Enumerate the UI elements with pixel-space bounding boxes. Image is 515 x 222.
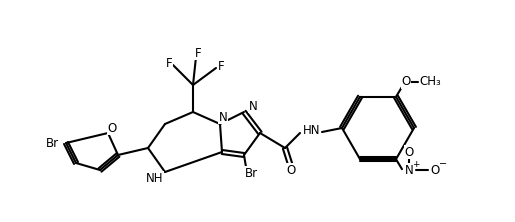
Text: −: − xyxy=(439,159,447,169)
Text: CH₃: CH₃ xyxy=(419,75,441,88)
Text: +: + xyxy=(412,160,420,169)
Text: NH: NH xyxy=(146,172,164,184)
Text: HN: HN xyxy=(303,123,321,137)
Text: O: O xyxy=(431,164,440,177)
Text: F: F xyxy=(166,57,173,69)
Text: N: N xyxy=(405,164,414,177)
Text: N: N xyxy=(249,99,258,113)
Text: O: O xyxy=(107,121,116,135)
Text: Br: Br xyxy=(45,137,59,149)
Text: Br: Br xyxy=(245,166,258,180)
Text: O: O xyxy=(286,163,296,176)
Text: N: N xyxy=(219,111,228,123)
Text: O: O xyxy=(404,146,414,159)
Text: O: O xyxy=(401,75,410,88)
Text: F: F xyxy=(218,59,225,73)
Text: F: F xyxy=(195,46,201,59)
